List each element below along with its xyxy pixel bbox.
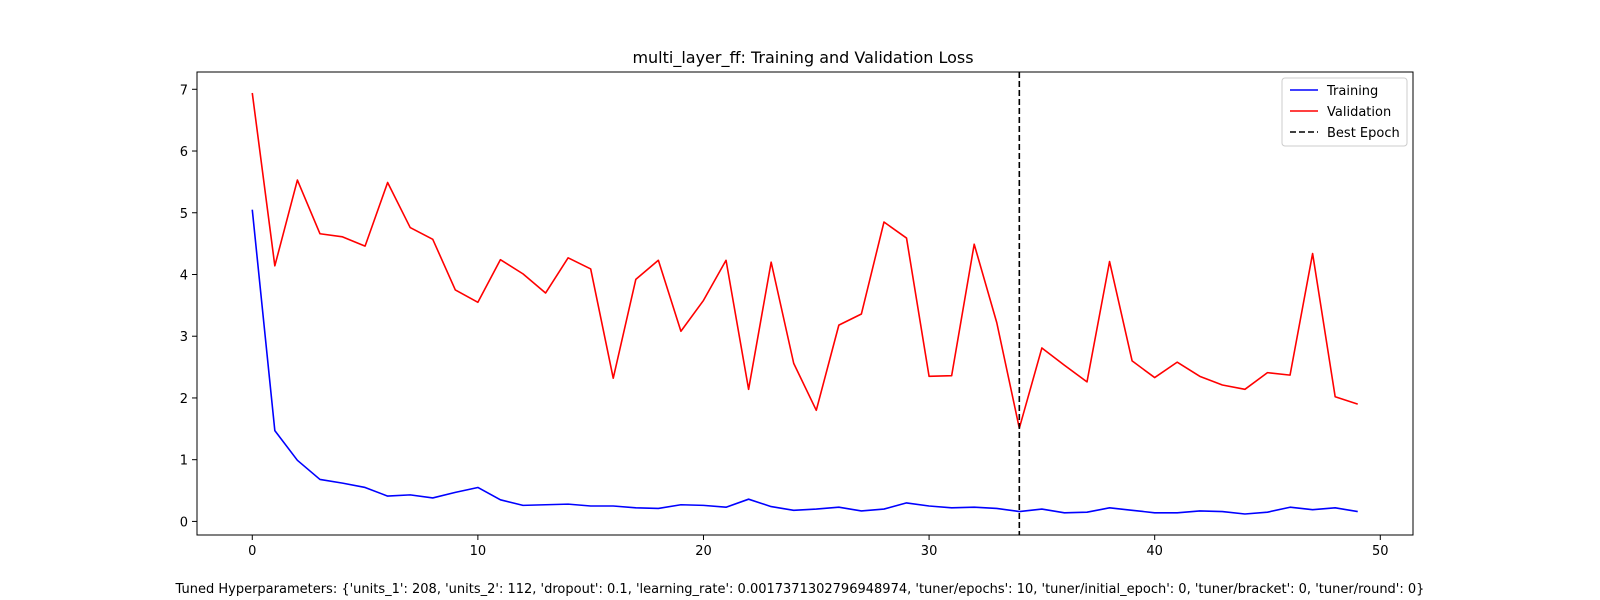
y-tick-label: 4 bbox=[180, 268, 188, 283]
x-axis: 0 10 20 30 40 50 bbox=[248, 535, 1389, 559]
series-line-training bbox=[251, 209, 1358, 515]
y-tick-label: 5 bbox=[180, 207, 188, 222]
y-tick-label: 2 bbox=[180, 392, 188, 407]
y-axis: 0 1 2 3 4 5 6 7 bbox=[180, 83, 197, 530]
legend-label-training: Training bbox=[1326, 84, 1378, 99]
x-tick-label: 40 bbox=[1146, 544, 1163, 559]
plot-area-frame bbox=[196, 71, 1414, 536]
x-tick-label: 10 bbox=[470, 544, 487, 559]
legend: Training Validation Best Epoch bbox=[1281, 77, 1408, 147]
y-tick-label: 3 bbox=[180, 330, 188, 345]
y-tick-label: 6 bbox=[180, 145, 188, 160]
hyperparameters-caption: Tuned Hyperparameters: {'units_1': 208, … bbox=[175, 582, 1425, 597]
legend-label-validation: Validation bbox=[1327, 105, 1391, 120]
y-tick-label: 7 bbox=[180, 83, 188, 98]
y-tick-label: 1 bbox=[180, 454, 188, 469]
y-tick-label: 0 bbox=[180, 515, 188, 530]
legend-box bbox=[1281, 77, 1408, 147]
x-tick-label: 30 bbox=[921, 544, 938, 559]
series-line-validation bbox=[251, 92, 1358, 430]
legend-label-best-epoch: Best Epoch bbox=[1327, 126, 1400, 141]
series-lines bbox=[251, 72, 1358, 535]
x-tick-label: 0 bbox=[248, 544, 256, 559]
x-tick-label: 50 bbox=[1372, 544, 1389, 559]
x-tick-label: 20 bbox=[695, 544, 712, 559]
chart-title: multi_layer_ff: Training and Validation … bbox=[632, 48, 973, 68]
